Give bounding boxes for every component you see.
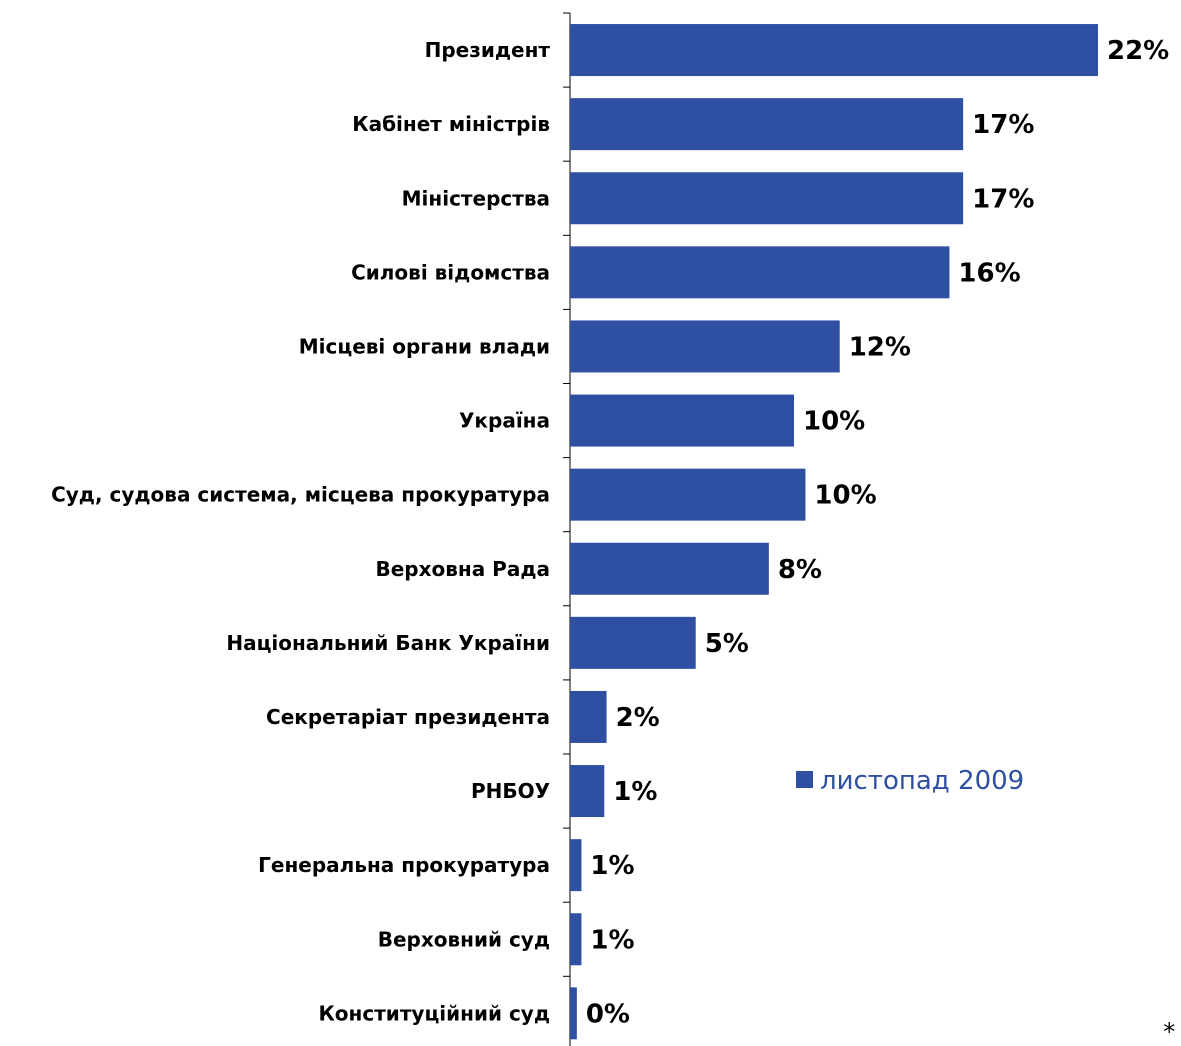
data-label: 5% [705, 629, 749, 659]
category-label: Місцеві органи влади [299, 334, 550, 358]
bar [570, 24, 1098, 77]
data-label: 0% [586, 999, 630, 1029]
bar [570, 394, 794, 447]
data-label: 1% [590, 925, 634, 955]
category-label: Секретаріат президента [266, 705, 550, 729]
bar [570, 987, 577, 1040]
category-label: Національний Банк України [226, 631, 550, 655]
bar [570, 913, 582, 966]
bar [570, 839, 582, 892]
bar [570, 765, 605, 818]
data-label: 10% [814, 481, 876, 511]
data-label: 8% [778, 555, 822, 585]
category-label: Президент [425, 38, 551, 62]
data-label: 16% [958, 258, 1020, 288]
footnote-asterisk: * [1162, 1018, 1176, 1046]
category-label: Генеральна прокуратура [258, 853, 550, 877]
legend-label: листопад 2009 [820, 766, 1024, 796]
value-labels: 22% 17% 17% 16% 12% 10% 10% 8% 5% 2% 1% 1% 1% 0% [586, 36, 1169, 1029]
data-label: 22% [1107, 36, 1169, 66]
legend: листопад 2009 [796, 766, 1024, 796]
category-label: Конституційний суд [318, 1001, 550, 1025]
bar [570, 468, 806, 521]
category-label: Україна [459, 409, 550, 433]
category-label: Міністерства [402, 186, 550, 210]
axis-layer [563, 12, 571, 1046]
category-label: Суд, судова система, місцева прокуратура [51, 483, 550, 507]
category-label: РНБОУ [471, 779, 550, 803]
data-label: 17% [972, 184, 1034, 214]
bar [570, 690, 607, 743]
category-label: Силові відомства [351, 260, 550, 284]
category-label: Кабінет міністрів [352, 112, 550, 136]
category-label: Верховний суд [378, 927, 550, 951]
bars-layer [570, 24, 1098, 1040]
legend-swatch [796, 771, 813, 788]
data-label: 2% [616, 703, 660, 733]
data-label: 1% [590, 851, 634, 881]
bar [570, 320, 840, 373]
data-label: 10% [803, 407, 865, 437]
data-label: 1% [613, 777, 657, 807]
category-label: Верховна Рада [375, 557, 550, 581]
bar [570, 246, 950, 299]
bar [570, 542, 769, 595]
bar [570, 616, 696, 669]
bar [570, 98, 964, 151]
data-label: 12% [849, 332, 911, 362]
category-labels: Президент Кабінет міністрів Міністерства Си… [51, 38, 550, 1025]
data-label: 17% [972, 110, 1034, 140]
bar [570, 172, 964, 225]
